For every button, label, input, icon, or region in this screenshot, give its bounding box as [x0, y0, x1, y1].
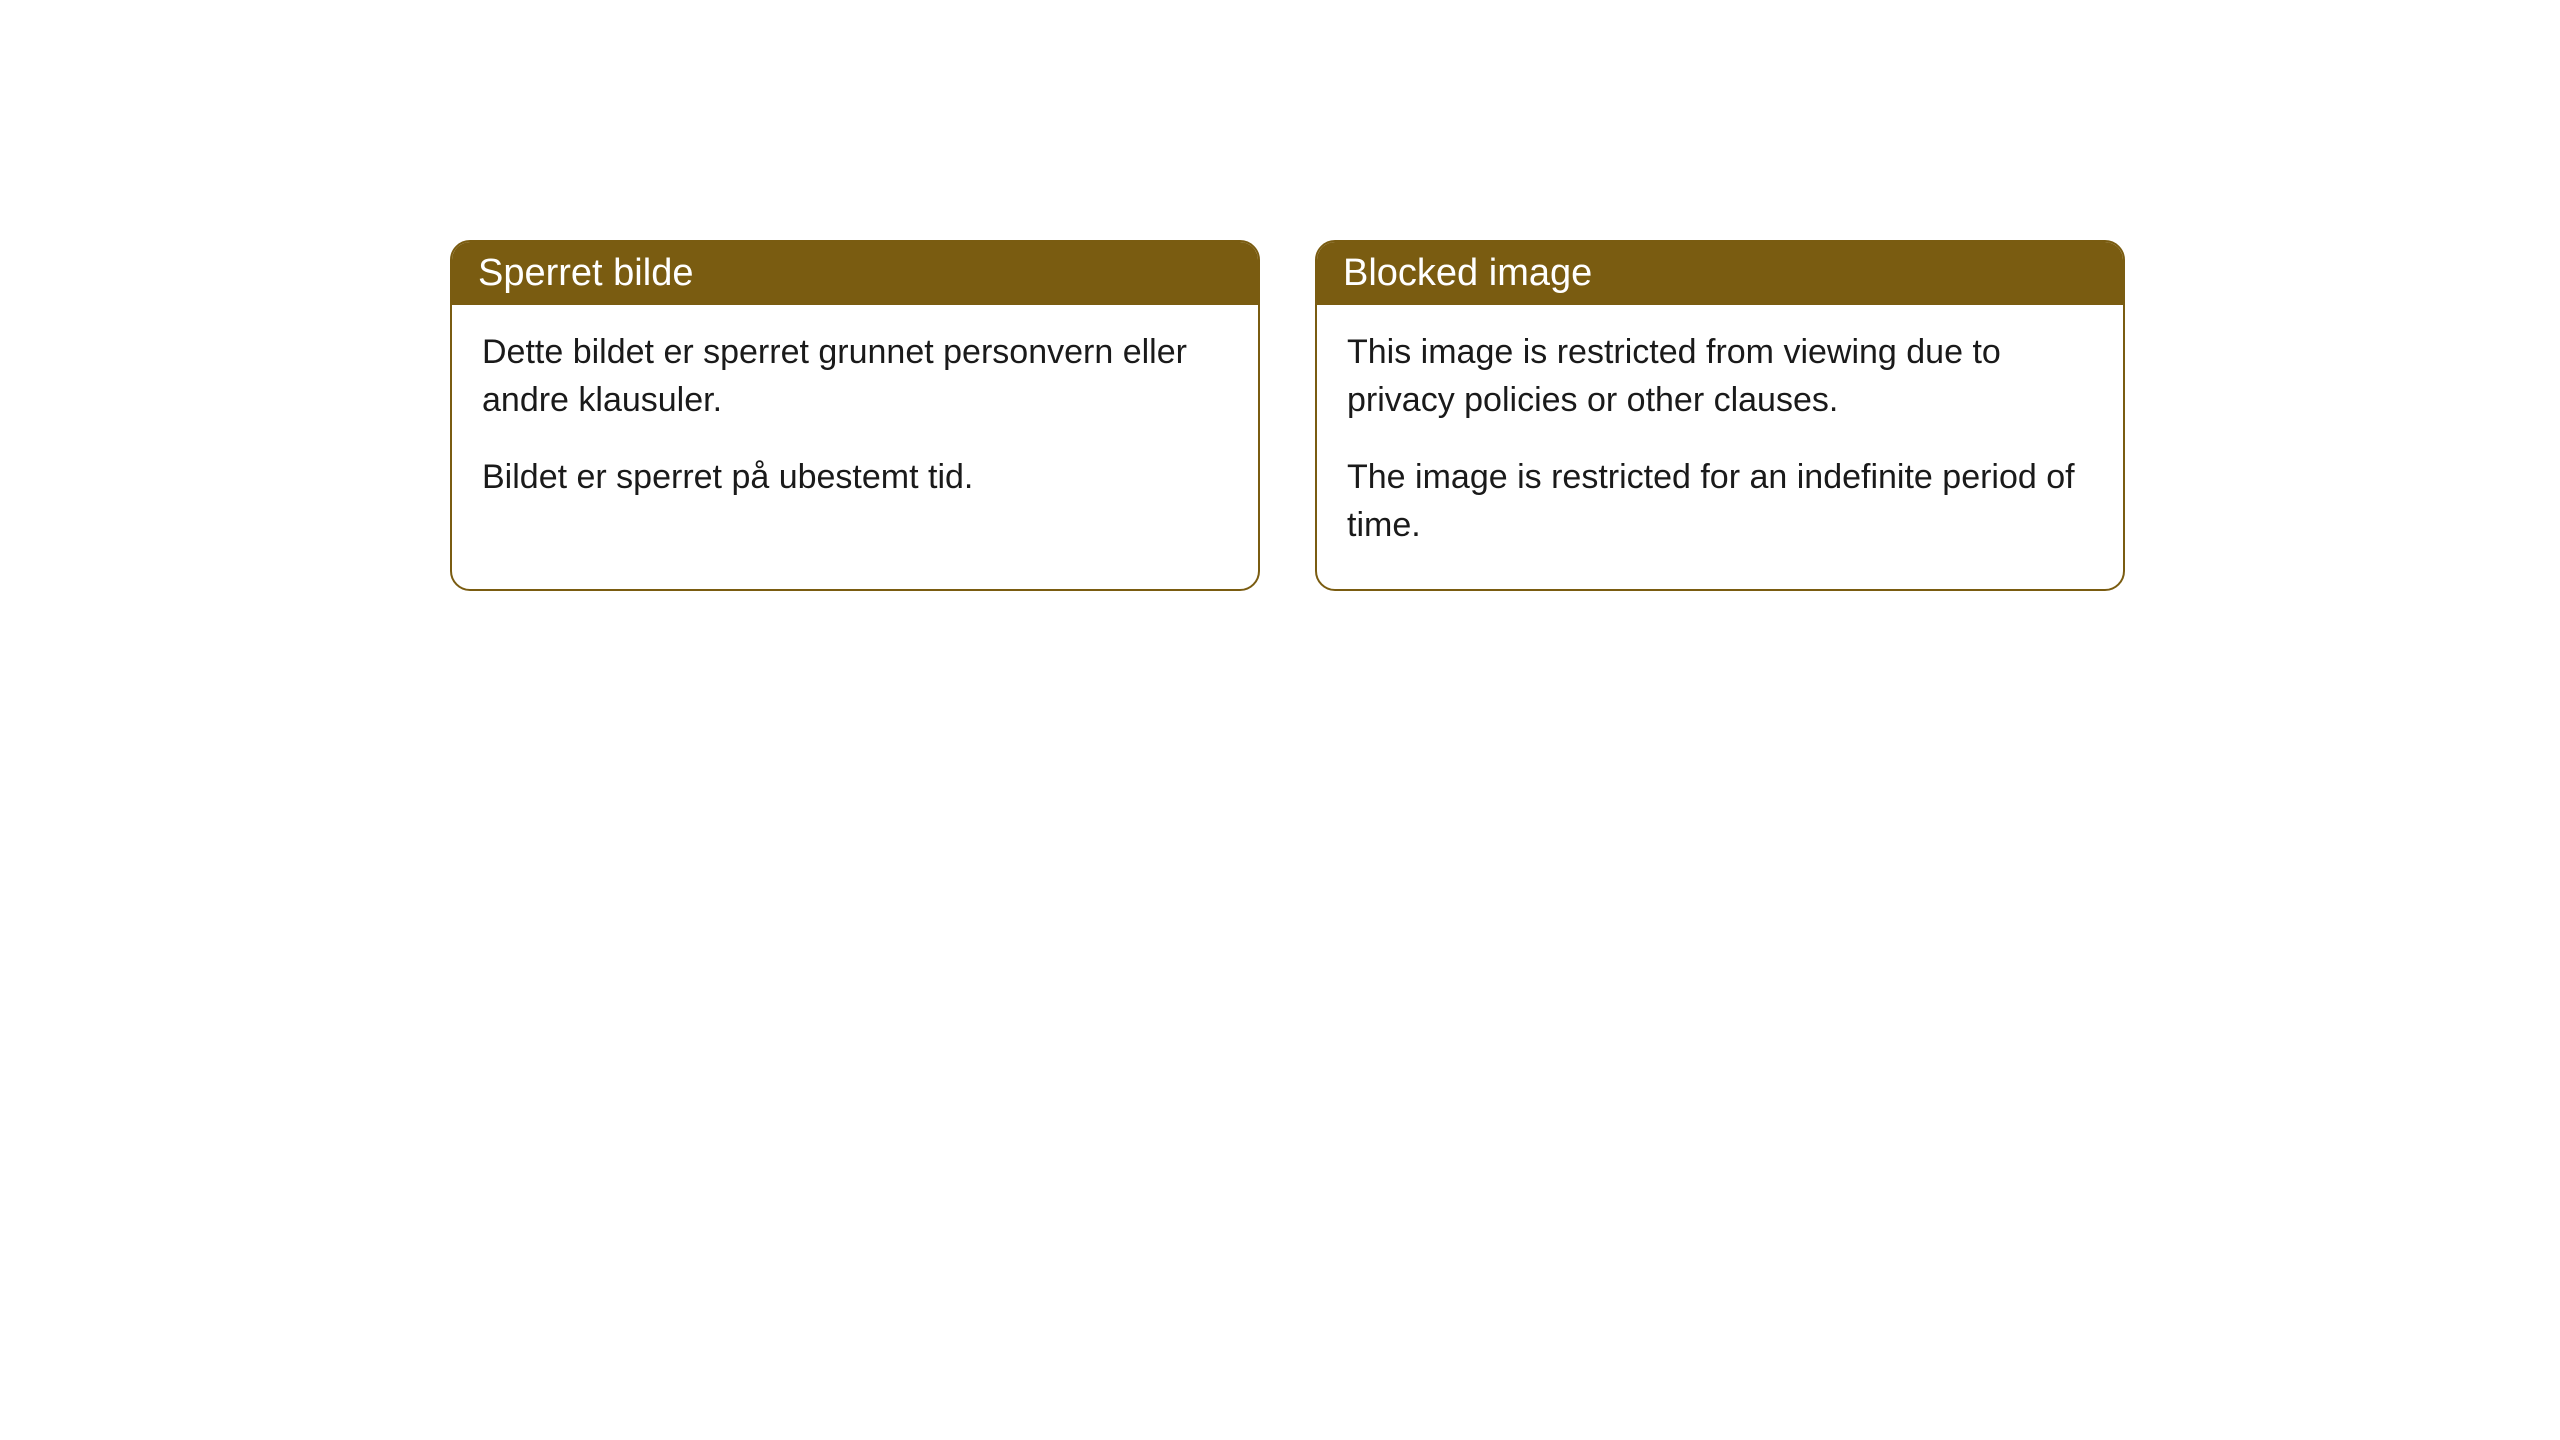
card-paragraph-2-norwegian: Bildet er sperret på ubestemt tid.: [482, 454, 1228, 502]
card-header-english: Blocked image: [1317, 242, 2123, 305]
card-paragraph-2-english: The image is restricted for an indefinit…: [1347, 454, 2093, 549]
card-title-english: Blocked image: [1343, 252, 1592, 294]
card-title-norwegian: Sperret bilde: [478, 252, 693, 294]
card-header-norwegian: Sperret bilde: [452, 242, 1258, 305]
card-paragraph-1-norwegian: Dette bildet er sperret grunnet personve…: [482, 329, 1228, 424]
card-english: Blocked image This image is restricted f…: [1315, 240, 2125, 591]
card-body-english: This image is restricted from viewing du…: [1317, 305, 2123, 589]
card-body-norwegian: Dette bildet er sperret grunnet personve…: [452, 305, 1258, 542]
card-paragraph-1-english: This image is restricted from viewing du…: [1347, 329, 2093, 424]
cards-container: Sperret bilde Dette bildet er sperret gr…: [450, 240, 2125, 591]
card-norwegian: Sperret bilde Dette bildet er sperret gr…: [450, 240, 1260, 591]
